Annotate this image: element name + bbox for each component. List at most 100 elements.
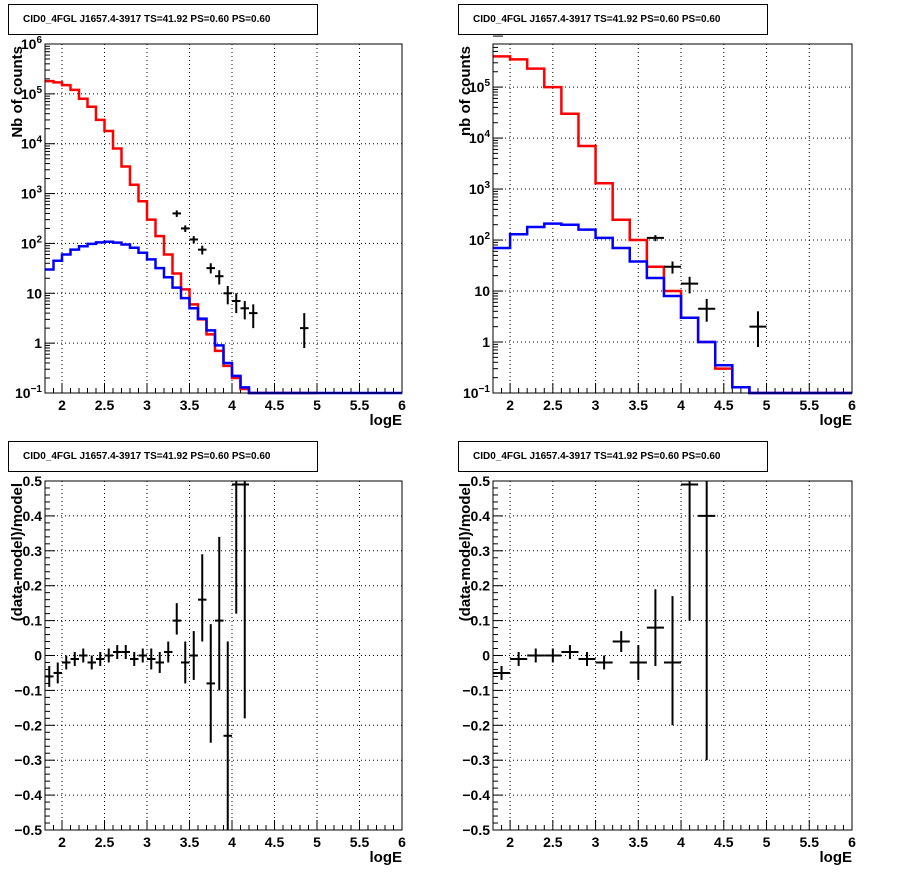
y-tick-label: 0.2 (471, 578, 491, 594)
x-tick-label: 5.5 (350, 834, 370, 850)
y-tick-label: 10−1 (463, 384, 490, 401)
x-tick-label: 6 (848, 397, 856, 413)
x-tick-label: 5.5 (800, 834, 820, 850)
y-tick-label: −0.2 (462, 717, 490, 733)
x-tick-label: 2 (506, 397, 514, 413)
x-tick-label: 4.5 (714, 834, 734, 850)
y-tick-label: −0.1 (14, 682, 42, 698)
data-point (181, 225, 190, 232)
panel-1: 2 2.5 3 3.5 4 4.5 5 5.5 6 10−1 1 10 102 103 104 105 logE… (457, 35, 856, 429)
y-tick-label: −0.5 (14, 822, 42, 838)
panel-0: 2 2.5 3 3.5 4 4.5 5 5.5 6 10−1 1 10 102 103 104 105 106 l… (9, 35, 406, 429)
x-tick-label: 4.5 (265, 834, 285, 850)
x-tick-label: 3 (592, 397, 600, 413)
data-point (232, 481, 241, 614)
x-axis-label: logE (820, 849, 853, 866)
data-point (147, 648, 156, 670)
y-tick-label: −0.4 (14, 787, 42, 803)
data-point (130, 652, 139, 666)
data-point (87, 655, 96, 670)
data-point (70, 652, 79, 666)
data-point (629, 645, 647, 680)
x-tick-label: 5.5 (800, 397, 820, 413)
y-tick-label: −0.3 (14, 752, 42, 768)
y-tick-label: 10 (474, 283, 490, 299)
x-tick-label: 3 (143, 834, 151, 850)
y-tick-label: 0.2 (23, 578, 43, 594)
x-tick-label: 5 (763, 397, 771, 413)
y-tick-label: −0.5 (462, 822, 490, 838)
y-tick-label: 0.4 (23, 508, 43, 524)
x-tick-label: 5 (763, 834, 771, 850)
data-point (561, 645, 579, 659)
data-point (189, 236, 198, 244)
plot-frame (492, 480, 853, 831)
data-point (240, 481, 249, 719)
y-tick-label: −0.4 (462, 787, 490, 803)
panel-title-top-right: CID0_4FGL J1657.4-3917 TS=41.92 PS=0.60 … (458, 4, 768, 35)
x-tick-label: 3 (143, 397, 151, 413)
y-axis-label: (data-model)/model (457, 483, 474, 621)
data-point (138, 648, 147, 663)
data-point (544, 648, 562, 663)
x-tick-label: 3.5 (180, 397, 200, 413)
data-point (612, 631, 630, 653)
data-point (155, 652, 164, 673)
data-point (223, 641, 232, 830)
data-point (164, 641, 173, 663)
x-tick-label: 4 (677, 397, 685, 413)
x-tick-label: 5 (313, 834, 321, 850)
y-tick-label: 0 (34, 648, 42, 664)
data-point (172, 603, 181, 635)
data-point (45, 665, 54, 687)
data-point (300, 313, 309, 348)
data-point (493, 665, 511, 680)
y-tick-label: 0.1 (471, 613, 491, 629)
data-point (527, 648, 545, 663)
y-axis-label: nb of counts (457, 46, 474, 136)
panel-3: 2 2.5 3 3.5 4 4.5 5 5.5 6 −0.5 −0.4 −0.3 −0.2 −0.1 0 0.… (457, 473, 856, 866)
x-tick-label: 2 (58, 397, 66, 413)
y-tick-label: 103 (469, 180, 491, 197)
y-tick-label: 10 (26, 285, 42, 301)
plot-frame (44, 43, 403, 394)
x-tick-label: 5.5 (350, 397, 370, 413)
y-axis-label: Nb of counts (9, 46, 26, 138)
y-tick-label: 102 (21, 234, 43, 251)
y-tick-label: 105 (469, 78, 491, 95)
data-point (749, 311, 767, 347)
x-axis-label: logE (370, 412, 403, 429)
data-point (62, 655, 71, 670)
y-tick-label: 0 (482, 648, 490, 664)
data-point (646, 235, 664, 242)
x-axis-label: logE (820, 412, 853, 429)
data-point (681, 481, 699, 621)
y-tick-label: −0.2 (14, 717, 42, 733)
data-point (223, 286, 232, 305)
y-tick-label: 105 (21, 85, 43, 102)
data-point (663, 261, 682, 274)
data-point (663, 596, 682, 726)
x-tick-label: 3 (592, 834, 600, 850)
data-point (172, 210, 181, 217)
panel-title-bottom-right: CID0_4FGL J1657.4-3917 TS=41.92 PS=0.60 … (458, 441, 768, 472)
x-tick-label: 2.5 (543, 834, 563, 850)
x-tick-label: 3.5 (180, 834, 200, 850)
x-tick-label: 6 (848, 834, 856, 850)
model-total-series (45, 79, 317, 395)
y-tick-label: −0.3 (462, 752, 490, 768)
data-point (96, 652, 105, 666)
y-tick-label: 1 (34, 335, 42, 351)
data-point (232, 293, 241, 314)
data-point (681, 276, 699, 294)
data-point (646, 589, 664, 666)
y-tick-label: 0.5 (471, 473, 491, 489)
x-tick-label: 2 (506, 834, 514, 850)
plot-frame (44, 480, 403, 831)
data-point (206, 624, 215, 743)
data-point (215, 270, 224, 285)
data-point (249, 304, 258, 329)
model-source-series (493, 222, 852, 395)
data-point (113, 645, 122, 659)
x-tick-label: 4 (677, 834, 685, 850)
